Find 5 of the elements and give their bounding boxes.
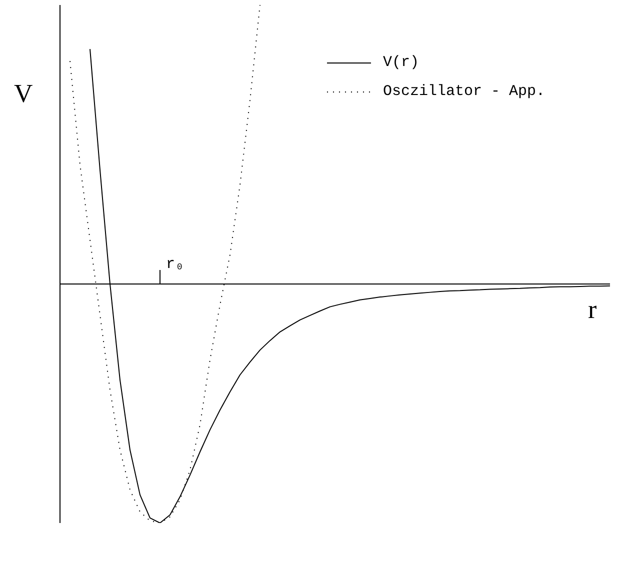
x-axis-title: r	[588, 294, 597, 324]
legend-label: Osczillator - App.	[383, 83, 546, 100]
legend-label: V(r)	[383, 54, 420, 71]
y-axis-title: V	[14, 79, 33, 108]
annotation: r₀	[166, 256, 184, 273]
